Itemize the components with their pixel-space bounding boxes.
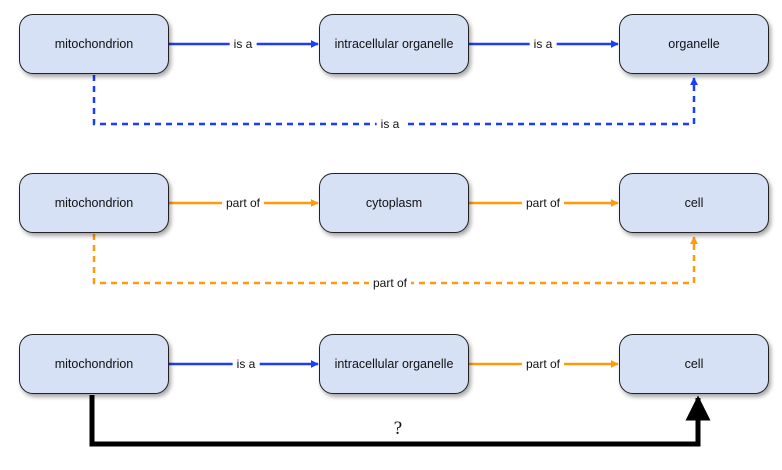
- row2-edge1-label: part of: [221, 196, 265, 210]
- row1-edge1-label: is a: [229, 37, 257, 51]
- row1-node-mitochondrion: mitochondrion: [19, 14, 169, 74]
- node-label: mitochondrion: [54, 357, 134, 371]
- row3-inferred-arrow: [89, 395, 711, 447]
- row1-node-intracellular-organelle: intracellular organelle: [319, 14, 469, 74]
- node-label: cell: [684, 196, 704, 210]
- row2-inferred-label: part of: [368, 276, 412, 290]
- node-label: intracellular organelle: [334, 357, 454, 371]
- row1-inferred-arrow: [92, 75, 698, 126]
- row3-edge2-label: part of: [521, 357, 565, 371]
- row2-node-cytoplasm: cytoplasm: [319, 173, 469, 233]
- node-label: cell: [684, 357, 704, 371]
- row3-node-intracellular-organelle: intracellular organelle: [319, 334, 469, 394]
- node-label: organelle: [668, 37, 720, 51]
- row1-edge2-label: is a: [529, 37, 557, 51]
- row3-edge1-label: is a: [232, 357, 260, 371]
- row3-inferred-question-label: ?: [393, 418, 403, 439]
- node-label: intracellular organelle: [334, 37, 454, 51]
- node-label: cytoplasm: [365, 196, 423, 210]
- row2-edge2-label: part of: [521, 196, 565, 210]
- row2-node-cell: cell: [619, 173, 769, 233]
- node-label: mitochondrion: [54, 37, 134, 51]
- row3-node-mitochondrion: mitochondrion: [19, 334, 169, 394]
- row1-node-organelle: organelle: [619, 14, 769, 74]
- node-label: mitochondrion: [54, 196, 134, 210]
- row2-node-mitochondrion: mitochondrion: [19, 173, 169, 233]
- row2-inferred-arrow: [92, 234, 698, 285]
- row1-inferred-label: is a: [376, 117, 404, 131]
- row3-node-cell: cell: [619, 334, 769, 394]
